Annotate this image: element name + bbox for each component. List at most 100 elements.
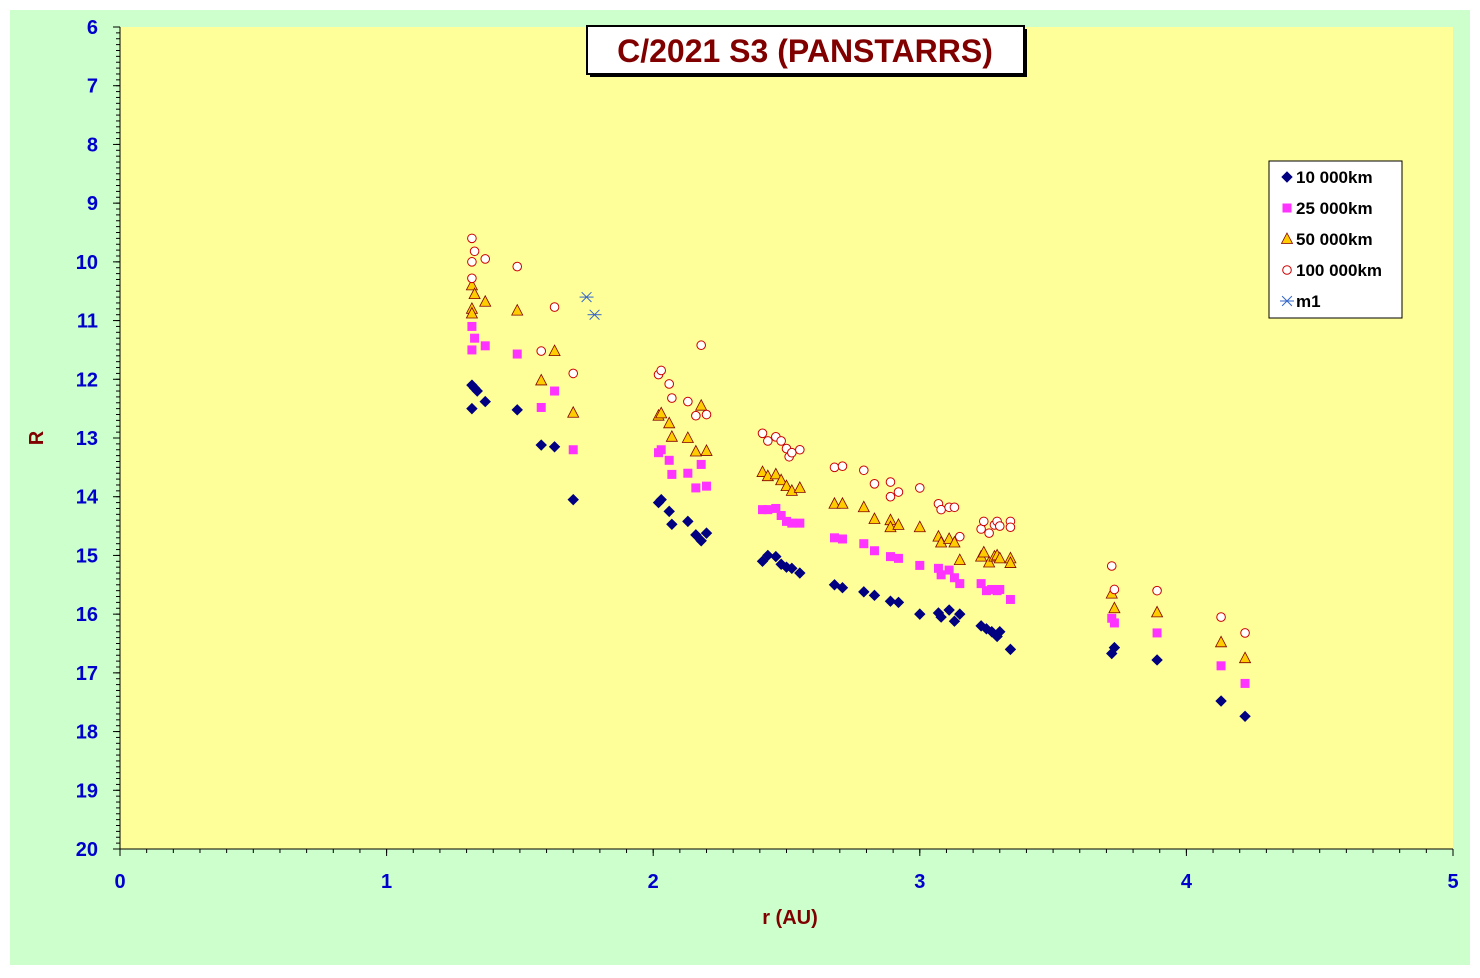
legend-label: 10 000km (1296, 168, 1373, 187)
data-point (511, 404, 523, 416)
data-point (1004, 643, 1017, 656)
data-point (1108, 601, 1121, 614)
data-point (1106, 561, 1117, 571)
data-point (935, 611, 947, 623)
plot-area-background (120, 27, 1453, 849)
legend-label: 100 000km (1296, 261, 1382, 280)
data-point (535, 439, 547, 451)
y-tick-label: 13 (76, 428, 98, 450)
data-point (828, 496, 841, 509)
data-point (548, 441, 561, 453)
data-point (982, 555, 996, 568)
data-point (511, 303, 524, 316)
data-point (977, 545, 990, 558)
data-point (1108, 641, 1121, 654)
data-point (828, 579, 841, 591)
data-point (468, 287, 481, 300)
data-point (893, 487, 904, 497)
data-point (994, 521, 1005, 531)
data-point (512, 349, 522, 359)
data-point (550, 386, 560, 396)
y-tick-label: 6 (87, 17, 98, 39)
data-point (885, 552, 895, 562)
series-4 (579, 291, 602, 320)
y-tick-label: 9 (87, 193, 98, 215)
data-point (568, 445, 578, 455)
data-point (567, 493, 579, 506)
data-point (536, 402, 546, 412)
data-point (689, 444, 703, 457)
data-point (568, 368, 579, 379)
data-point (1152, 628, 1162, 638)
data-point (762, 549, 774, 562)
y-tick-label: 7 (87, 76, 98, 98)
data-point (1238, 651, 1252, 664)
y-axis-title: R (26, 430, 48, 445)
data-point (913, 520, 926, 533)
data-point (587, 309, 602, 320)
legend-marker (1280, 232, 1294, 244)
data-point (955, 579, 965, 589)
y-tick-label: 17 (76, 663, 98, 685)
data-point (466, 402, 478, 415)
data-point (1214, 635, 1228, 648)
legend-marker (1281, 171, 1293, 183)
data-point (868, 512, 881, 524)
data-point (567, 405, 580, 418)
series-0 (466, 379, 1251, 723)
data-point (837, 534, 847, 544)
data-point (467, 273, 477, 284)
data-point (683, 396, 693, 407)
data-point (994, 626, 1006, 638)
legend-marker (1282, 265, 1292, 275)
data-point (756, 465, 769, 477)
x-tick-label: 3 (914, 871, 925, 893)
data-point (987, 584, 997, 594)
data-point (775, 473, 788, 486)
data-point (467, 345, 477, 355)
data-point (915, 560, 925, 570)
data-point (769, 467, 782, 480)
data-point (1005, 594, 1015, 604)
data-point (859, 539, 869, 549)
data-point (479, 294, 492, 307)
data-point (579, 291, 594, 303)
data-point (469, 246, 480, 257)
data-point (701, 409, 712, 420)
data-point (836, 582, 849, 594)
data-point (893, 553, 903, 563)
chart-title-box: C/2021 S3 (PANSTARRS) (586, 25, 1027, 77)
data-point (700, 527, 713, 539)
legend-box (1268, 160, 1403, 319)
data-point (763, 505, 773, 515)
data-point (787, 447, 797, 458)
legend-marker (1280, 295, 1294, 307)
data-point (776, 436, 786, 446)
data-point (1107, 613, 1117, 623)
data-point (757, 428, 768, 439)
data-point (696, 340, 706, 351)
data-point (884, 595, 897, 607)
data-point (995, 584, 1005, 594)
data-point (479, 395, 491, 408)
data-point (795, 444, 805, 455)
data-point (770, 550, 782, 563)
data-point (1152, 585, 1162, 596)
data-point (700, 444, 713, 456)
data-point (795, 518, 805, 528)
data-point (548, 344, 561, 357)
series-1 (467, 321, 1250, 688)
data-point (1151, 654, 1163, 666)
data-point (512, 261, 523, 272)
data-point (690, 529, 702, 541)
data-point (794, 567, 806, 579)
x-tick-label: 5 (1447, 871, 1458, 893)
series-2 (465, 278, 1252, 664)
legend-label: m1 (1296, 292, 1321, 311)
data-point (1239, 710, 1251, 723)
data-point (954, 608, 966, 620)
data-point (1109, 618, 1119, 628)
data-point (949, 502, 960, 513)
x-tick-label: 0 (114, 871, 125, 893)
